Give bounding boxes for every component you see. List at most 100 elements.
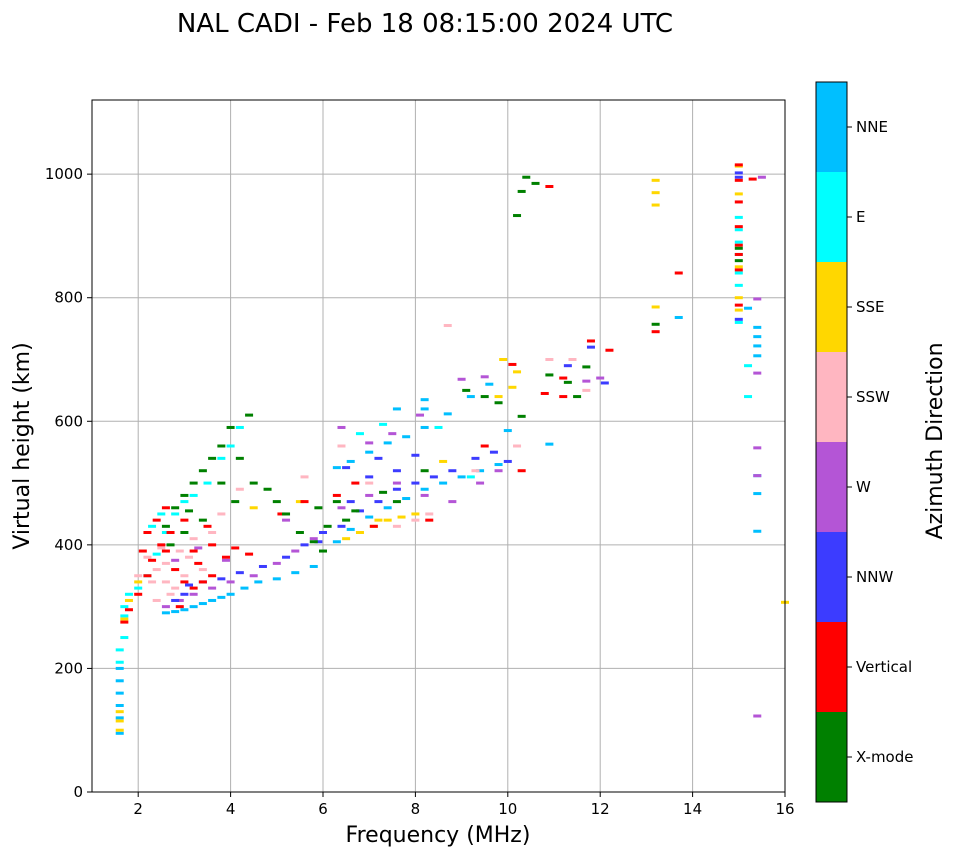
- data-point: [115, 660, 124, 664]
- data-point: [563, 364, 572, 368]
- data-point: [221, 555, 230, 559]
- data-point: [457, 475, 466, 479]
- data-point: [411, 453, 420, 457]
- data-point: [411, 481, 420, 485]
- data-point: [365, 441, 374, 445]
- data-point: [231, 500, 240, 504]
- data-point: [249, 506, 258, 510]
- data-point: [226, 580, 235, 584]
- x-tick-label: 14: [683, 800, 702, 818]
- data-point: [161, 549, 170, 553]
- data-point: [245, 413, 254, 417]
- data-point: [476, 481, 485, 485]
- data-point: [185, 555, 194, 559]
- data-point: [208, 531, 217, 534]
- data-point: [231, 546, 240, 550]
- series-ssw: [134, 324, 591, 602]
- data-point: [161, 506, 170, 510]
- x-tick-label: 8: [411, 800, 421, 818]
- data-point: [208, 574, 217, 578]
- data-point: [309, 540, 318, 544]
- data-point: [180, 518, 189, 522]
- data-point: [425, 518, 434, 522]
- data-point: [494, 395, 503, 399]
- data-point: [392, 487, 401, 491]
- data-point: [300, 475, 309, 479]
- data-point: [152, 552, 161, 556]
- data-point: [753, 474, 762, 478]
- data-point: [342, 518, 351, 522]
- data-point: [734, 320, 743, 324]
- data-point: [291, 571, 300, 575]
- data-point: [208, 456, 217, 460]
- data-point: [744, 306, 753, 310]
- data-point: [198, 518, 207, 522]
- data-point: [208, 586, 217, 590]
- data-point: [161, 524, 170, 528]
- data-point: [651, 330, 660, 334]
- data-point: [189, 493, 198, 497]
- data-point: [175, 549, 184, 553]
- y-axis-label: Virtual height (km): [10, 342, 35, 549]
- data-point: [651, 178, 660, 182]
- data-point: [166, 543, 175, 547]
- series-nnw: [171, 171, 743, 602]
- data-point: [734, 225, 743, 229]
- data-point: [300, 500, 309, 504]
- data-point: [346, 500, 355, 504]
- data-point: [235, 425, 244, 429]
- data-point: [180, 531, 189, 534]
- data-point: [342, 466, 351, 470]
- data-point: [596, 376, 605, 380]
- data-point: [272, 577, 281, 581]
- colorbar-label: SSW: [856, 388, 890, 406]
- data-point: [425, 512, 434, 516]
- data-point: [734, 296, 743, 300]
- series-vertical: [120, 163, 757, 624]
- data-marks: [115, 163, 789, 735]
- data-point: [545, 358, 554, 361]
- data-point: [161, 561, 170, 565]
- data-point: [152, 518, 161, 522]
- data-point: [734, 171, 743, 175]
- data-point: [157, 543, 166, 547]
- data-point: [115, 666, 124, 670]
- data-point: [355, 509, 364, 513]
- data-point: [420, 398, 429, 402]
- data-point: [734, 246, 743, 250]
- x-axis-label: Frequency (MHz): [346, 823, 531, 848]
- data-point: [392, 469, 401, 473]
- data-point: [744, 395, 753, 399]
- data-point: [392, 407, 401, 411]
- data-point: [143, 555, 152, 559]
- data-point: [383, 518, 392, 522]
- data-point: [420, 487, 429, 491]
- data-point: [734, 268, 743, 272]
- colorbar-swatch: [816, 262, 847, 352]
- data-point: [282, 512, 291, 516]
- data-point: [161, 580, 170, 584]
- data-point: [651, 203, 660, 207]
- colorbar-swatch: [816, 352, 847, 442]
- colorbar: X-mode Vertical NNW W SSW SSE E NNE: [815, 81, 913, 803]
- data-point: [319, 531, 327, 534]
- data-point: [134, 574, 143, 578]
- plot-frame: [91, 99, 786, 793]
- data-point: [513, 214, 522, 218]
- data-point: [217, 577, 226, 581]
- x-axis-ticks: 2 4 6 8 10 12 14 16: [133, 792, 795, 818]
- data-point: [198, 602, 207, 606]
- data-point: [734, 200, 743, 204]
- data-point: [734, 178, 743, 182]
- data-point: [115, 728, 124, 732]
- data-point: [439, 481, 448, 485]
- data-point: [753, 492, 762, 496]
- data-point: [342, 537, 351, 541]
- data-point: [540, 391, 549, 395]
- data-point: [319, 549, 327, 553]
- data-point: [734, 271, 743, 275]
- data-point: [226, 592, 235, 596]
- data-point: [485, 382, 494, 386]
- data-point: [559, 395, 568, 399]
- data-point: [753, 344, 762, 348]
